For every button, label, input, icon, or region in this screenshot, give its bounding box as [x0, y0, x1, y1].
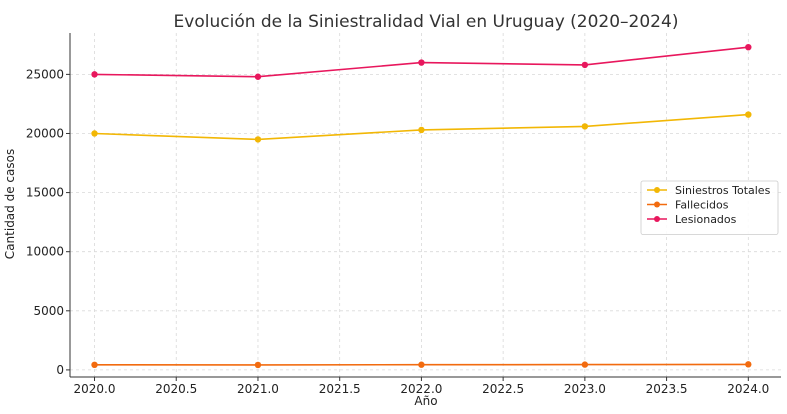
- data-point-siniestros-totales: [418, 126, 425, 134]
- x-axis-ticks: 2020.0 2020.5 2021.0 2021.5 2022.0 2022.5 2023…: [74, 377, 769, 396]
- legend-swatch-marker: [654, 216, 660, 222]
- data-point-fallecidos: [254, 361, 262, 369]
- data-point-lesionados: [745, 43, 752, 51]
- data-point-siniestros-totales: [745, 111, 752, 118]
- chart-title: Evolución de la Siniestralidad Vial en U…: [174, 12, 679, 32]
- data-point-siniestros-totales: [91, 130, 98, 137]
- data-point-lesionados: [418, 59, 425, 66]
- y-axis-label: Cantidad de casos: [3, 149, 17, 259]
- legend-label: Lesionados: [675, 213, 737, 226]
- x-tick-label: 2022.0: [400, 382, 442, 396]
- x-tick-label: 2023.0: [564, 382, 606, 396]
- data-point-lesionados: [254, 73, 262, 80]
- y-tick-label: 20000: [26, 126, 64, 140]
- y-tick-label: 0: [56, 363, 64, 377]
- x-tick-label: 2021.5: [319, 382, 361, 396]
- y-tick-label: 15000: [26, 186, 64, 200]
- axes: [69, 33, 781, 378]
- data-point-fallecidos: [418, 361, 425, 368]
- data-point-fallecidos: [745, 361, 752, 368]
- data-point-fallecidos: [581, 361, 589, 368]
- grid-lines: [70, 33, 781, 377]
- data-point-lesionados: [581, 61, 589, 69]
- y-tick-label: 25000: [26, 67, 64, 81]
- x-tick-label: 2021.0: [237, 382, 279, 396]
- legend-swatch-marker: [654, 201, 660, 208]
- legend-label: Fallecidos: [675, 199, 729, 212]
- x-tick-label: 2022.5: [482, 382, 524, 396]
- y-tick-label: 10000: [26, 245, 64, 259]
- data-series: [91, 43, 752, 369]
- x-tick-label: 2023.5: [646, 382, 688, 396]
- data-point-lesionados: [91, 71, 98, 78]
- data-point-siniestros-totales: [254, 136, 262, 143]
- legend-box: [640, 180, 779, 235]
- x-tick-label: 2020.0: [74, 382, 116, 396]
- data-point-siniestros-totales: [581, 123, 589, 130]
- data-point-fallecidos: [91, 361, 98, 369]
- legend-swatch-marker: [654, 187, 660, 193]
- x-tick-label: 2020.5: [155, 382, 197, 396]
- x-axis-label: Año: [414, 394, 437, 408]
- y-axis-ticks: 0 5000 10000 15000 20000 25000: [26, 67, 70, 377]
- legend-label: Siniestros Totales: [675, 184, 771, 197]
- y-tick-label: 5000: [33, 304, 64, 318]
- x-tick-label: 2024.0: [727, 382, 769, 396]
